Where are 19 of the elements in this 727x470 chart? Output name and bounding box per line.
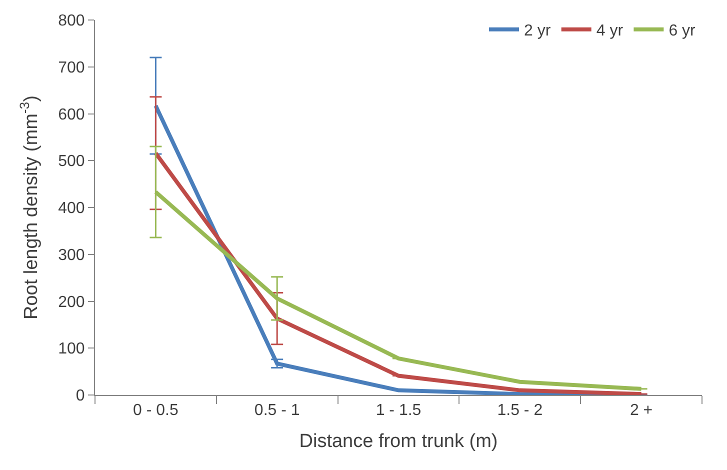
y-tick-label: 200 [58,294,85,311]
legend-label: 2 yr [524,22,552,40]
y-tick-label: 600 [58,106,85,124]
x-tick-label: 0 - 0.5 [133,402,178,420]
line-series [154,151,644,395]
y-tick-label: 500 [58,153,85,170]
y-tick-label: 300 [58,246,85,264]
legend-label: 4 yr [596,22,624,40]
x-tick-label: 2 + [630,402,653,420]
y-tick-label: 400 [58,200,85,218]
x-axis-title: Distance from trunk (m) [299,431,498,452]
legend-label: 6 yr [668,22,696,40]
x-tick-label: 1 - 1.5 [376,402,422,420]
y-tick-label: 0 [76,388,85,405]
y-tick-label: 700 [58,59,85,76]
y-tick-label: 800 [58,12,85,30]
x-tick-label: 0.5 - 1 [254,402,300,420]
x-tick-label: 1.5 - 2 [497,402,543,420]
y-tick-label: 100 [58,340,85,358]
